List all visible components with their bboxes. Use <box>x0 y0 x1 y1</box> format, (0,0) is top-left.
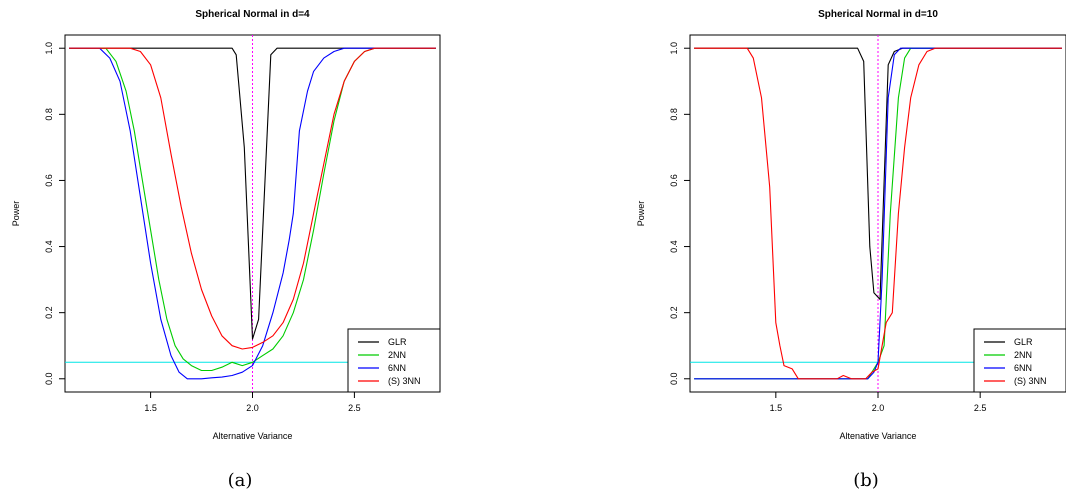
y-tick-label: 1.0 <box>44 42 54 55</box>
y-axis-label: Power <box>636 201 646 227</box>
chart-title: Spherical Normal in d=10 <box>818 9 938 20</box>
legend-entry: (S) 3NN <box>1014 376 1047 386</box>
legend-entry: GLR <box>1014 337 1033 347</box>
chart-title: Spherical Normal in d=4 <box>195 9 310 20</box>
y-tick-label: 0.2 <box>669 306 679 319</box>
legend-entry: 6NN <box>1014 363 1032 373</box>
x-tick-label: 1.5 <box>144 403 157 413</box>
legend-entry: 2NN <box>1014 350 1032 360</box>
legend-entry: (S) 3NN <box>388 376 421 386</box>
x-tick-label: 2.5 <box>348 403 361 413</box>
legend: GLR 2NN 6NN (S) 3NN <box>347 328 441 393</box>
y-tick-label: 0.6 <box>44 174 54 187</box>
x-axis-label: Alternative Variance <box>213 431 293 441</box>
y-tick-label: 0.0 <box>669 373 679 386</box>
y-tick-label: 0.4 <box>44 240 54 253</box>
x-tick-label: 1.5 <box>770 403 783 413</box>
series-line-6nn <box>69 47 436 380</box>
x-tick-label: 2.5 <box>974 403 987 413</box>
series-line-glr <box>694 47 1062 300</box>
y-tick-label: 0.0 <box>44 373 54 386</box>
figure-caption: (b) <box>853 470 879 491</box>
y-tick-label: 0.8 <box>669 108 679 121</box>
series-line-glr <box>69 47 436 340</box>
x-axis-label: Altenative Variance <box>840 431 917 441</box>
y-axis-label: Power <box>11 201 21 227</box>
legend-entry: 2NN <box>388 350 406 360</box>
y-tick-label: 0.8 <box>44 108 54 121</box>
y-tick-label: 0.6 <box>669 174 679 187</box>
y-tick-label: 1.0 <box>669 42 679 55</box>
chart-panel-0: Spherical Normal in d=4 1.5 2.0 2.5 0.0 0.2 0.… <box>11 9 441 491</box>
y-tick-label: 0.2 <box>44 306 54 319</box>
y-tick-label: 0.4 <box>669 240 679 253</box>
figure-caption: (a) <box>228 470 253 491</box>
legend-entry: GLR <box>388 337 407 347</box>
x-tick-label: 2.0 <box>246 403 259 413</box>
legend: GLR 2NN 6NN (S) 3NN <box>973 328 1066 393</box>
x-tick-label: 2.0 <box>872 403 885 413</box>
series-line--s-3nn <box>69 47 436 350</box>
series-line--s-3nn <box>694 47 1062 380</box>
chart-panel-1: Spherical Normal in d=10 1.5 2.0 2.5 0.0 0.2 0… <box>636 9 1066 491</box>
legend-entry: 6NN <box>388 363 406 373</box>
